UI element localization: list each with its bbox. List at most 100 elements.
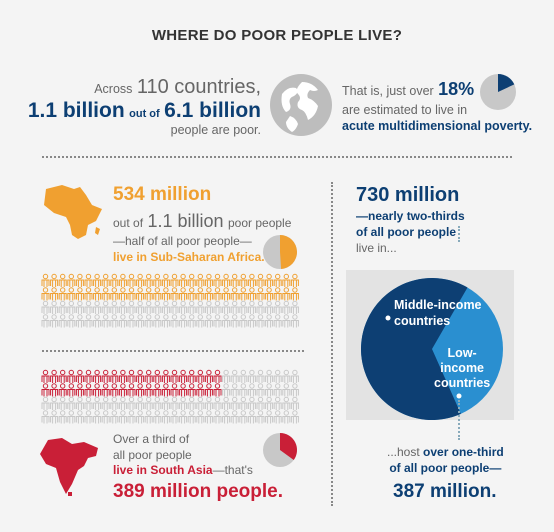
person-icon: [187, 300, 196, 314]
person-icon: [256, 383, 265, 397]
poverty-share-pie: [480, 74, 516, 110]
person-icon: [230, 369, 239, 383]
person-icon: [204, 300, 213, 314]
person-icon: [153, 273, 162, 287]
low-income-marker: [456, 393, 462, 399]
person-icon: [75, 383, 84, 397]
person-icon: [273, 383, 282, 397]
person-icon: [127, 383, 136, 397]
person-icon: [265, 314, 274, 328]
person-icon: [290, 287, 299, 301]
person-icon: [101, 273, 110, 287]
person-icon: [247, 314, 256, 328]
person-icon: [282, 273, 291, 287]
person-icon: [222, 369, 231, 383]
africa-line3: —half of all poor people—: [113, 234, 252, 248]
person-icon: [204, 287, 213, 301]
south-asia-map-icon: [40, 438, 98, 496]
people-are-poor: people are poor.: [170, 123, 261, 138]
person-icon: [265, 369, 274, 383]
person-icon: [265, 287, 274, 301]
person-icon: [50, 300, 59, 314]
person-icon: [256, 314, 265, 328]
person-icon: [170, 410, 179, 424]
person-icon: [273, 273, 282, 287]
population-total: 6.1 billion: [164, 99, 261, 122]
person-icon: [50, 287, 59, 301]
africa-out-of: out of: [113, 216, 144, 230]
person-icon: [230, 300, 239, 314]
person-icon: [196, 396, 205, 410]
person-icon: [273, 396, 282, 410]
africa-headline: 534 million: [113, 184, 212, 205]
person-icon: [273, 369, 282, 383]
person-icon: [101, 410, 110, 424]
low-income-line1: ...host: [387, 445, 420, 459]
africa-share-pie: [263, 235, 297, 269]
africa-map-icon: [44, 185, 102, 239]
person-icon: [75, 273, 84, 287]
low-income-text: ...host over one-third of all poor peopl…: [387, 444, 504, 476]
person-icon: [144, 287, 153, 301]
person-icon: [273, 314, 282, 328]
person-icon: [222, 314, 231, 328]
callout-connector-top: [458, 226, 460, 242]
person-icon: [67, 314, 76, 328]
person-icon: [161, 273, 170, 287]
person-icon: [282, 383, 291, 397]
person-icon: [222, 273, 231, 287]
person-icon: [230, 410, 239, 424]
person-icon: [213, 410, 222, 424]
low-income-pie-label: Low- income countries: [434, 346, 490, 391]
person-icon: [153, 396, 162, 410]
person-icon: [93, 273, 102, 287]
intro-right: That is, just over 18% are estimated to …: [342, 78, 532, 134]
person-icon: [196, 287, 205, 301]
person-icon: [179, 273, 188, 287]
person-icon: [161, 369, 170, 383]
person-icon: [84, 287, 93, 301]
person-icon: [110, 369, 119, 383]
person-icon: [110, 314, 119, 328]
person-icon: [222, 300, 231, 314]
person-icon: [136, 287, 145, 301]
person-icon: [93, 396, 102, 410]
person-icon: [118, 396, 127, 410]
person-icon: [144, 369, 153, 383]
income-pie-chart: [361, 277, 503, 420]
person-icon: [230, 273, 239, 287]
person-icon: [41, 369, 50, 383]
middle-income-label-line1: Middle-income: [394, 298, 482, 312]
person-icon: [239, 383, 248, 397]
middle-income-line2: —nearly two-thirds: [356, 209, 465, 223]
person-icon: [204, 383, 213, 397]
person-icon: [136, 369, 145, 383]
person-icon: [84, 369, 93, 383]
person-icon: [230, 383, 239, 397]
person-icon: [230, 287, 239, 301]
person-icon: [58, 300, 67, 314]
person-icon: [265, 300, 274, 314]
person-icon: [170, 273, 179, 287]
person-icon: [290, 383, 299, 397]
person-icon: [50, 396, 59, 410]
poverty-percent: 18%: [438, 79, 475, 99]
south-asia-text: Over a third of all poor people live in …: [113, 432, 253, 479]
person-icon: [222, 410, 231, 424]
person-icon: [75, 369, 84, 383]
person-icon: [84, 300, 93, 314]
low-income-label-line3: countries: [434, 376, 491, 390]
person-icon: [239, 396, 248, 410]
person-icon: [265, 396, 274, 410]
person-icon: [144, 383, 153, 397]
person-icon: [41, 314, 50, 328]
person-icon: [67, 300, 76, 314]
person-icon: [58, 369, 67, 383]
person-icon: [290, 300, 299, 314]
africa-line2: out of 1.1 billion poor people: [113, 211, 291, 232]
person-icon: [67, 273, 76, 287]
person-icon: [136, 273, 145, 287]
person-icon: [282, 287, 291, 301]
person-icon: [127, 396, 136, 410]
person-icon: [290, 410, 299, 424]
